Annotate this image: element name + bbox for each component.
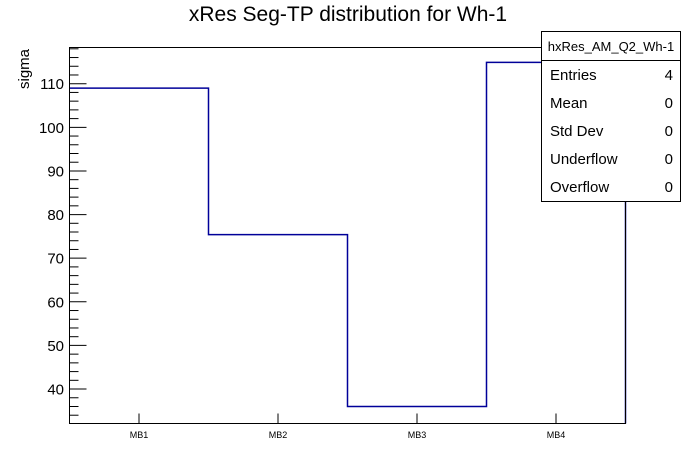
stats-row-entries: Entries 4 <box>542 61 680 89</box>
stat-label: Mean <box>550 94 588 112</box>
y-tick-label: 110 <box>40 76 64 93</box>
x-tick-label: MB1 <box>130 430 149 440</box>
stats-row-underflow: Underflow 0 <box>542 145 680 173</box>
y-tick-label: 80 <box>47 207 64 224</box>
stat-label: Entries <box>550 66 597 84</box>
y-tick-label: 60 <box>47 294 64 311</box>
x-tick-label: MB4 <box>547 430 566 440</box>
stat-label: Std Dev <box>550 122 604 140</box>
stat-value: 0 <box>664 94 673 112</box>
stat-value: 4 <box>664 66 673 84</box>
y-tick-label: 100 <box>39 120 64 137</box>
stat-value: 0 <box>664 150 673 168</box>
x-tick-label: MB3 <box>408 430 427 440</box>
stat-value: 0 <box>664 122 673 140</box>
y-tick-label: 50 <box>47 338 64 355</box>
stats-box: hxRes_AM_Q2_Wh-1 Entries 4 Mean 0 Std De… <box>541 31 681 202</box>
y-tick-label: 90 <box>47 163 64 180</box>
y-tick-label: 70 <box>47 251 64 268</box>
x-tick-label: MB2 <box>269 430 288 440</box>
stats-row-overflow: Overflow 0 <box>542 173 680 201</box>
stats-row-stddev: Std Dev 0 <box>542 117 680 145</box>
stat-label: Overflow <box>550 178 610 196</box>
stat-label: Underflow <box>550 150 618 168</box>
stat-value: 0 <box>664 178 673 196</box>
stats-box-title: hxRes_AM_Q2_Wh-1 <box>542 32 680 61</box>
stats-row-mean: Mean 0 <box>542 89 680 117</box>
chart-title: xRes Seg-TP distribution for Wh-1 <box>188 3 508 26</box>
plot-frame <box>69 47 626 424</box>
y-tick-label: 40 <box>47 382 64 399</box>
